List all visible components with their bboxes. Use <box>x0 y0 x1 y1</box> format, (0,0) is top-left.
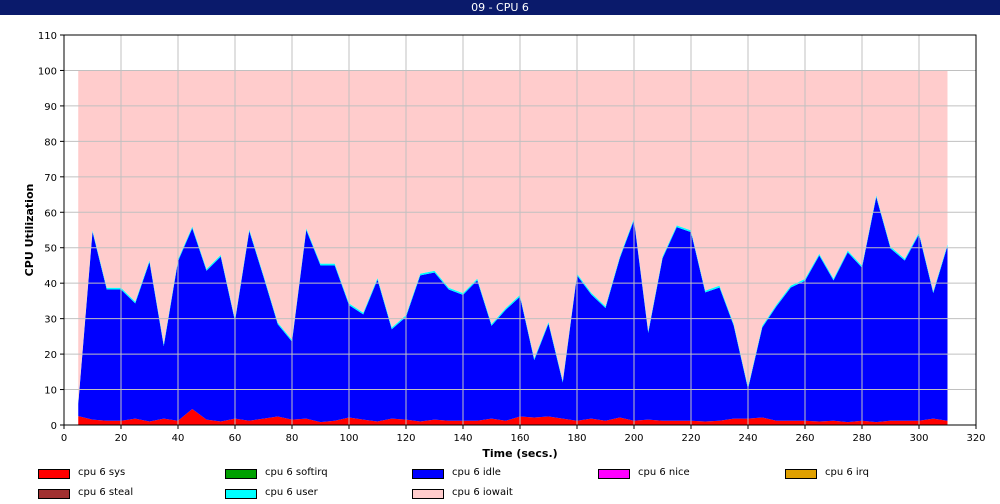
legend-swatch <box>38 489 70 499</box>
x-tick-label: 60 <box>229 433 242 444</box>
legend-swatch <box>38 469 70 479</box>
y-tick-label: 80 <box>44 137 57 148</box>
y-tick-label: 100 <box>38 66 57 77</box>
legend-label: cpu 6 iowait <box>452 487 513 498</box>
y-tick-label: 60 <box>44 208 57 219</box>
y-tick-label: 0 <box>51 421 57 432</box>
chart-title: 09 - CPU 6 <box>0 0 1000 15</box>
y-tick-label: 30 <box>44 315 57 326</box>
legend-swatch <box>225 489 257 499</box>
legend-swatch <box>412 469 444 479</box>
area-series-2 <box>78 197 948 423</box>
legend-label: cpu 6 user <box>265 487 318 498</box>
x-tick-label: 320 <box>966 433 985 444</box>
y-tick-label: 20 <box>44 350 57 361</box>
y-tick-label: 90 <box>44 102 57 113</box>
area-series-7 <box>78 70 948 403</box>
legend-swatch <box>598 469 630 479</box>
x-tick-label: 140 <box>453 433 472 444</box>
y-axis-label: CPU Utilization <box>23 184 36 277</box>
x-tick-label: 220 <box>681 433 700 444</box>
legend-swatch <box>785 469 817 479</box>
x-tick-label: 120 <box>396 433 415 444</box>
area-series-0 <box>78 409 948 425</box>
y-tick-label: 70 <box>44 173 57 184</box>
x-tick-label: 20 <box>115 433 128 444</box>
legend: cpu 6 sys cpu 6 softirq cpu 6 idle cpu 6 ni… <box>0 462 1000 504</box>
x-tick-label: 280 <box>852 433 871 444</box>
x-tick-label: 300 <box>909 433 928 444</box>
x-tick-label: 0 <box>61 433 67 444</box>
legend-label: cpu 6 irq <box>825 467 869 478</box>
x-tick-label: 200 <box>624 433 643 444</box>
x-tick-label: 180 <box>567 433 586 444</box>
y-tick-label: 40 <box>44 279 57 290</box>
x-tick-label: 80 <box>286 433 299 444</box>
x-tick-label: 160 <box>510 433 529 444</box>
x-axis-label: Time (secs.) <box>482 447 557 460</box>
x-tick-label: 100 <box>339 433 358 444</box>
x-tick-label: 260 <box>795 433 814 444</box>
legend-swatch <box>225 469 257 479</box>
y-tick-label: 10 <box>44 386 57 397</box>
legend-label: cpu 6 idle <box>452 467 501 478</box>
legend-label: cpu 6 softirq <box>265 467 328 478</box>
legend-label: cpu 6 nice <box>638 467 690 478</box>
legend-swatch <box>412 489 444 499</box>
x-tick-label: 40 <box>172 433 185 444</box>
legend-label: cpu 6 sys <box>78 467 126 478</box>
legend-label: cpu 6 steal <box>78 487 134 498</box>
y-tick-label: 50 <box>44 244 57 255</box>
x-tick-label: 240 <box>738 433 757 444</box>
y-tick-label: 110 <box>38 31 57 42</box>
